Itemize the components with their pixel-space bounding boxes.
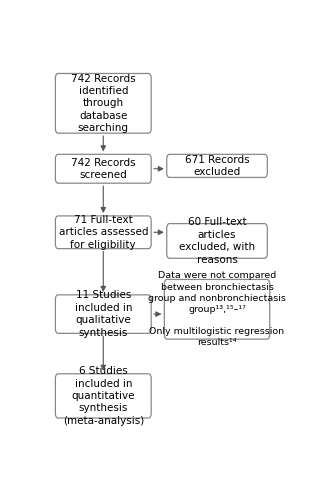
Text: 6 Studies
included in
quantitative
synthesis
(meta-analysis): 6 Studies included in quantitative synth… — [63, 366, 144, 426]
FancyBboxPatch shape — [55, 295, 151, 334]
FancyBboxPatch shape — [55, 216, 151, 248]
Text: 742 Records
identified
through
database
searching: 742 Records identified through database … — [71, 74, 136, 133]
FancyBboxPatch shape — [55, 154, 151, 183]
Text: 742 Records
screened: 742 Records screened — [71, 158, 136, 180]
Text: Data were not compared
between bronchiectasis
group and nonbronchiectasis
group¹: Data were not compared between bronchiec… — [148, 272, 286, 347]
FancyBboxPatch shape — [55, 74, 151, 133]
Text: 11 Studies
included in
qualitative
synthesis: 11 Studies included in qualitative synth… — [74, 290, 132, 338]
FancyBboxPatch shape — [164, 280, 270, 339]
Text: 71 Full-text
articles assessed
for eligibility: 71 Full-text articles assessed for eligi… — [58, 215, 148, 250]
FancyBboxPatch shape — [167, 224, 267, 258]
FancyBboxPatch shape — [55, 374, 151, 418]
FancyBboxPatch shape — [167, 154, 267, 178]
Text: 60 Full-text
articles
excluded, with
reasons: 60 Full-text articles excluded, with rea… — [179, 218, 255, 264]
Text: 671 Records
excluded: 671 Records excluded — [185, 154, 249, 177]
